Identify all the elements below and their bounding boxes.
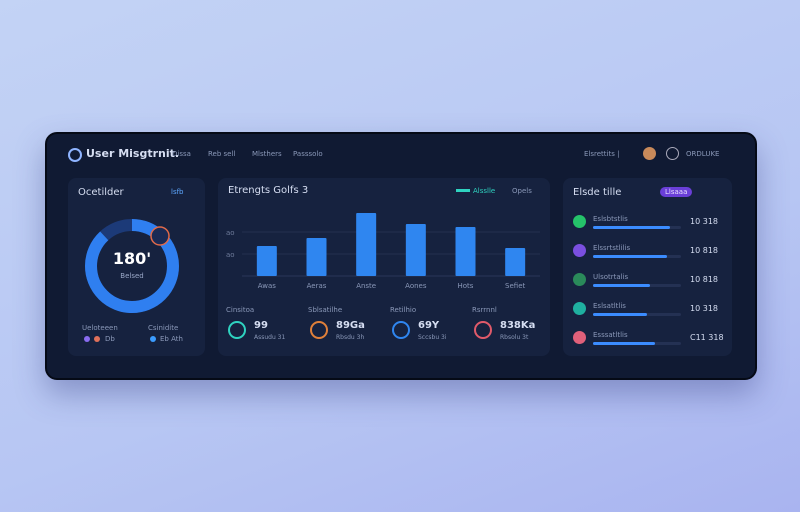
legend-label: Eb Ath [160, 335, 183, 343]
gauge: 180' Belsed [85, 219, 179, 313]
nav-link[interactable]: Mlsthers [252, 150, 282, 158]
x-tick-label: Anste [356, 282, 376, 290]
stat-value: 838Ka [500, 320, 536, 331]
stat-sub: Assudu 31 [254, 334, 286, 341]
stat-icon [392, 321, 410, 339]
x-tick-label: Hots [458, 282, 474, 290]
list-panel [563, 178, 732, 356]
status: Elsrettits | [584, 150, 620, 158]
gauge-label: Belsed [120, 272, 143, 280]
gauge-arc [85, 219, 179, 313]
bar [505, 248, 526, 276]
x-tick-label: Sefiet [505, 282, 525, 290]
x-tick-label: Aones [405, 282, 427, 290]
stat-label: Retilhio [390, 306, 417, 314]
x-tick-label: Aeras [307, 282, 327, 290]
avatar[interactable] [643, 147, 656, 160]
gauge-value: 180' [113, 249, 151, 268]
row-label: Eslsatltlis [593, 302, 626, 310]
badge: lsfb [171, 188, 184, 196]
add-button[interactable] [666, 147, 679, 160]
stat-sub: Rbsdu 3h [336, 334, 365, 341]
stat-value: 99 [254, 320, 268, 331]
y-tick-label: ao [226, 251, 235, 259]
row-value: 10 818 [690, 246, 718, 255]
row-label: Esssatltlis [593, 331, 628, 339]
legend-label: Opels [512, 187, 532, 195]
row-progress [593, 226, 671, 229]
stat-label: Rsrrnnl [472, 306, 497, 314]
legend-dot [150, 336, 156, 342]
stat-sub: Sccsbu 3i [418, 334, 447, 341]
legend-label: Db [105, 335, 115, 343]
bar [405, 224, 426, 276]
panel-title: Elsde tille [573, 187, 622, 198]
x-tick-label: Awas [258, 282, 277, 290]
nav-link[interactable]: Reb sell [208, 150, 236, 158]
nav-link[interactable]: Dissa [172, 150, 191, 158]
row-icon [573, 244, 586, 257]
bar [356, 213, 377, 276]
legend-title: Csinidite [148, 324, 179, 332]
bar [455, 227, 476, 276]
panel-title: Ocetilder [78, 187, 124, 198]
stat-value: 89Ga [336, 320, 365, 331]
legend-dot [84, 336, 90, 342]
badge: Llsaaa [660, 187, 693, 197]
legend-dot [94, 336, 100, 342]
row-label: Ulsotrtalis [593, 273, 629, 281]
row-progress [593, 284, 651, 287]
stat-icon [310, 321, 328, 339]
legend-swatch [456, 189, 470, 192]
legend-label: Alsslle [473, 187, 495, 195]
row-icon [573, 331, 586, 344]
stat-label: Sblsatilhe [308, 306, 343, 314]
chart-title: Etrengts Golfs 3 [228, 185, 308, 196]
row-icon [573, 302, 586, 315]
bar [306, 238, 327, 276]
row-progress [593, 313, 647, 316]
stat-icon [474, 321, 492, 339]
stat-label: Cinsitoa [226, 306, 255, 314]
bar-chart: Etrengts Golfs 3 Alsslle Opels ao ao Awas A… [226, 185, 540, 290]
row-value: 10 318 [690, 217, 718, 226]
row-value: 10 818 [690, 275, 718, 284]
row-icon [573, 215, 586, 228]
logo [68, 148, 82, 162]
row-value: 10 318 [690, 304, 718, 313]
brand: User Misgtrnit. [86, 147, 180, 160]
gauge-knob [150, 226, 170, 246]
row-progress [593, 255, 667, 258]
stat-icon [228, 321, 246, 339]
nav-link[interactable]: Passsolo [293, 150, 323, 158]
row-label: Elssrtstlilis [593, 244, 631, 252]
bar [256, 246, 277, 276]
row-label: Eslsbtstlis [593, 215, 628, 223]
y-tick-label: ao [226, 229, 235, 237]
user-name[interactable]: ORDLUKE [686, 150, 720, 158]
stat-value: 69Y [418, 320, 440, 331]
row-icon [573, 273, 586, 286]
row-value: C11 318 [690, 333, 724, 342]
stat-sub: Rbsolu 3t [500, 334, 529, 341]
row-progress [593, 342, 655, 345]
legend-title: Ueloteeen [82, 324, 118, 332]
